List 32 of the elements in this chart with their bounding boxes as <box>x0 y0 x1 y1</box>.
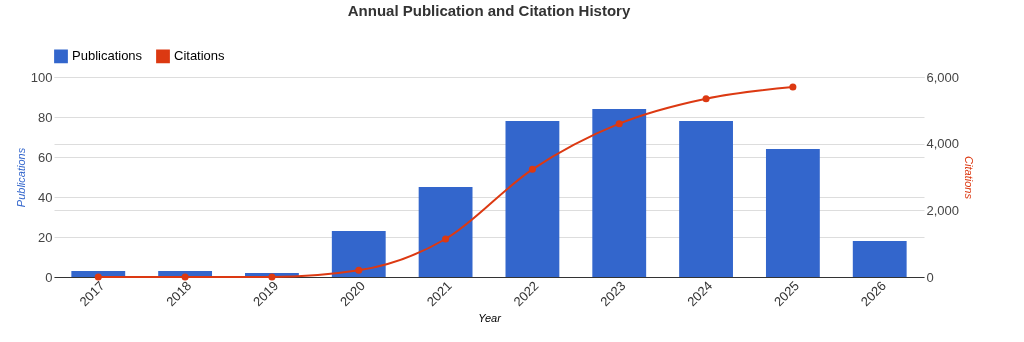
y-tick-label: 0 <box>45 269 53 285</box>
point <box>702 95 710 103</box>
y2-tick-label: 4,000 <box>926 136 960 152</box>
point <box>615 120 623 128</box>
point <box>355 266 363 274</box>
bar <box>331 231 386 277</box>
bar <box>418 187 473 277</box>
y2-tick-label: 0 <box>926 269 934 285</box>
y-tick-label: 80 <box>38 109 53 125</box>
y-tick-label: 40 <box>38 189 53 205</box>
bar <box>505 121 560 277</box>
point <box>442 235 450 243</box>
legend-label: Publications <box>72 48 143 64</box>
point <box>94 273 102 281</box>
point <box>789 83 797 91</box>
x-axis-title: Year <box>478 312 503 325</box>
bar <box>852 241 907 277</box>
legend-label: Citations <box>174 48 226 64</box>
bar <box>679 121 733 277</box>
y-tick-label: 60 <box>38 149 53 165</box>
point <box>528 165 536 173</box>
bar <box>592 109 647 277</box>
bar <box>765 149 820 277</box>
y-axis-title: Publications <box>14 147 27 208</box>
y2-axis-title: Citations <box>963 156 976 200</box>
y2-tick-label: 6,000 <box>926 69 960 85</box>
point <box>268 273 276 281</box>
y2-tick-label: 2,000 <box>926 202 960 218</box>
y-tick-label: 100 <box>30 69 53 85</box>
point <box>181 273 189 281</box>
y-tick-label: 20 <box>38 229 53 245</box>
chart-title: Annual Publication and Citation History <box>347 2 631 19</box>
